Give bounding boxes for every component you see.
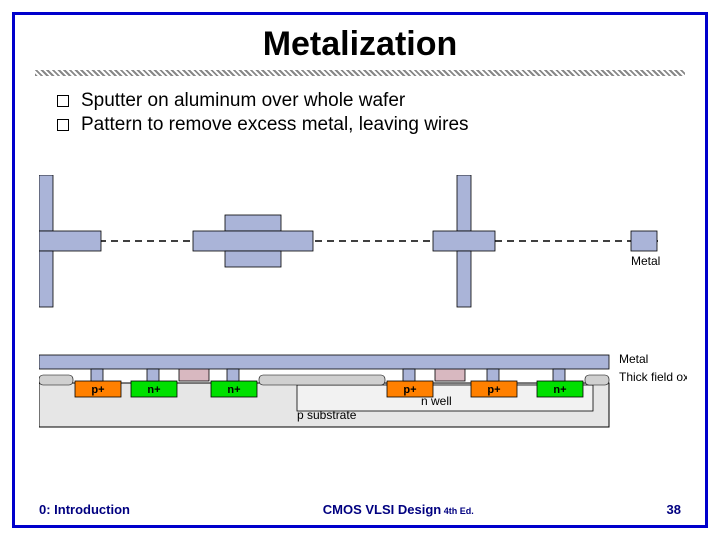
svg-text:n+: n+ xyxy=(227,384,240,396)
footer-left: 0: Introduction xyxy=(39,502,130,517)
diagram-area: Metalp substraten wellp+n+n+p+p+n+MetalT… xyxy=(39,175,687,475)
bullet-text: Pattern to remove excess metal, leaving … xyxy=(81,114,469,136)
slide-frame: Metalization Sputter on aluminum over wh… xyxy=(12,12,708,528)
svg-text:n+: n+ xyxy=(553,384,566,396)
svg-text:n+: n+ xyxy=(147,384,160,396)
slide-footer: 0: Introduction CMOS VLSI Design 4th Ed.… xyxy=(15,502,705,517)
svg-text:p+: p+ xyxy=(403,384,416,396)
footer-center: CMOS VLSI Design 4th Ed. xyxy=(323,502,474,517)
bullet-item: Sputter on aluminum over whole wafer xyxy=(57,90,705,112)
bullet-item: Pattern to remove excess metal, leaving … xyxy=(57,114,705,136)
title-underline xyxy=(35,70,685,76)
checkbox-icon xyxy=(57,95,69,107)
checkbox-icon xyxy=(57,119,69,131)
svg-text:p+: p+ xyxy=(487,384,500,396)
bullet-list: Sputter on aluminum over whole wafer Pat… xyxy=(57,90,705,136)
metalization-diagram: Metalp substraten wellp+n+n+p+p+n+MetalT… xyxy=(39,175,687,475)
slide-title: Metalization xyxy=(15,25,705,64)
footer-right: 38 xyxy=(667,502,681,517)
svg-text:Metal: Metal xyxy=(619,352,648,366)
svg-text:p+: p+ xyxy=(91,384,104,396)
bullet-text: Sputter on aluminum over whole wafer xyxy=(81,90,405,112)
svg-text:Metal: Metal xyxy=(631,254,660,268)
svg-text:Thick field oxide: Thick field oxide xyxy=(619,370,687,384)
